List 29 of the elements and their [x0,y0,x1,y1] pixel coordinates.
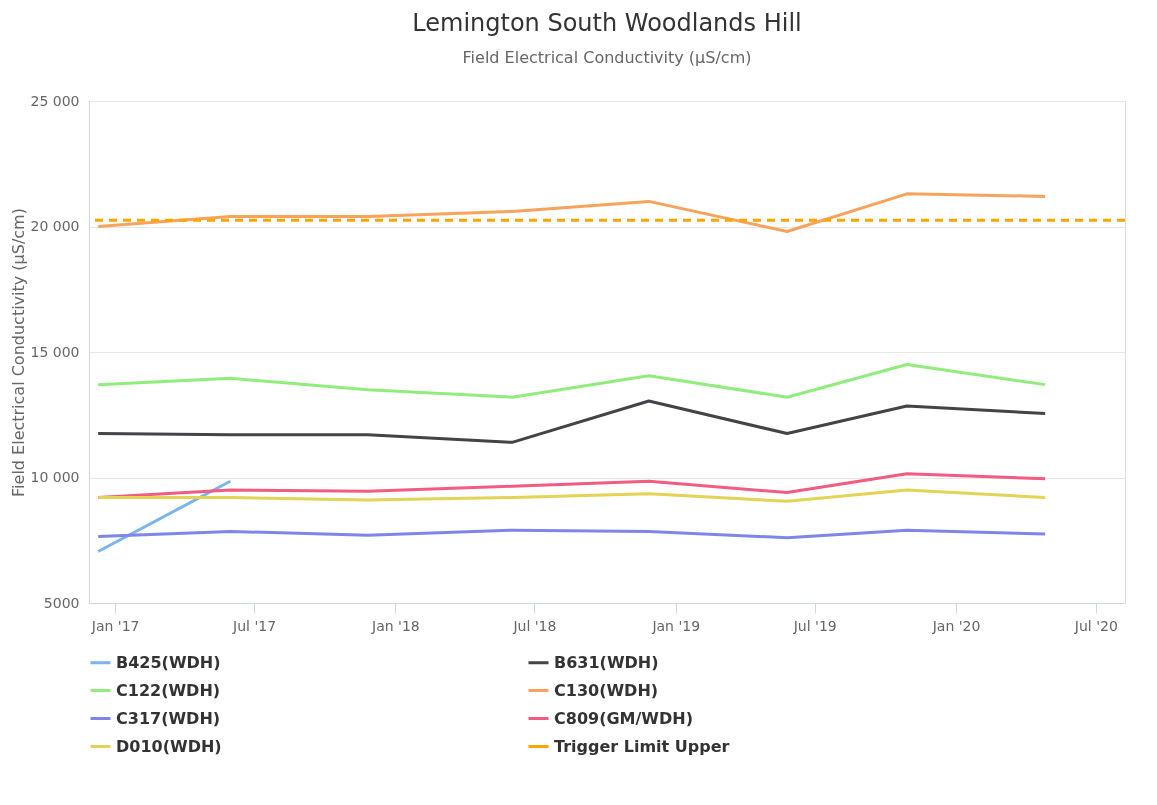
x-tick-label: Jan '19 [651,617,701,634]
y-tick-label: 5000 [43,594,80,611]
legend-label: D010(WDH) [116,736,222,756]
x-tick-label: Jul '17 [232,617,277,634]
x-tick-label: Jul '19 [792,617,837,634]
legend-label: C317(WDH) [116,708,221,728]
x-tick-label: Jan '17 [90,617,140,634]
line-series [96,528,1047,540]
y-tick-label: 25 000 [30,92,80,109]
y-tick-label: 15 000 [30,343,80,360]
line-series [96,363,1047,399]
y-axis-title: Field Electrical Conductivity (µS/cm) [8,208,28,497]
legend-label: C809(GM/WDH) [554,708,693,728]
chart-title: Lemington South Woodlands Hill [412,9,802,37]
legend-label: C130(WDH) [554,680,659,700]
y-tick-label: 20 000 [30,218,80,234]
legend-label: B631(WDH) [554,652,659,672]
legend-label: Trigger Limit Upper [554,736,730,756]
y-tick-label: 10 000 [30,469,80,485]
x-tick-label: Jul '20 [1073,617,1118,634]
line-series [96,488,1047,503]
chart-subtitle: Field Electrical Conductivity (µS/cm) [462,48,752,67]
x-tick-label: Jan '18 [371,617,420,634]
legend-label: C122(WDH) [116,680,221,700]
line-series [96,399,1047,444]
legend-label: B425(WDH) [116,652,221,672]
x-tick-label: Jan '20 [931,617,981,634]
x-tick-label: Jul '18 [512,617,557,634]
line-series [96,192,1047,234]
